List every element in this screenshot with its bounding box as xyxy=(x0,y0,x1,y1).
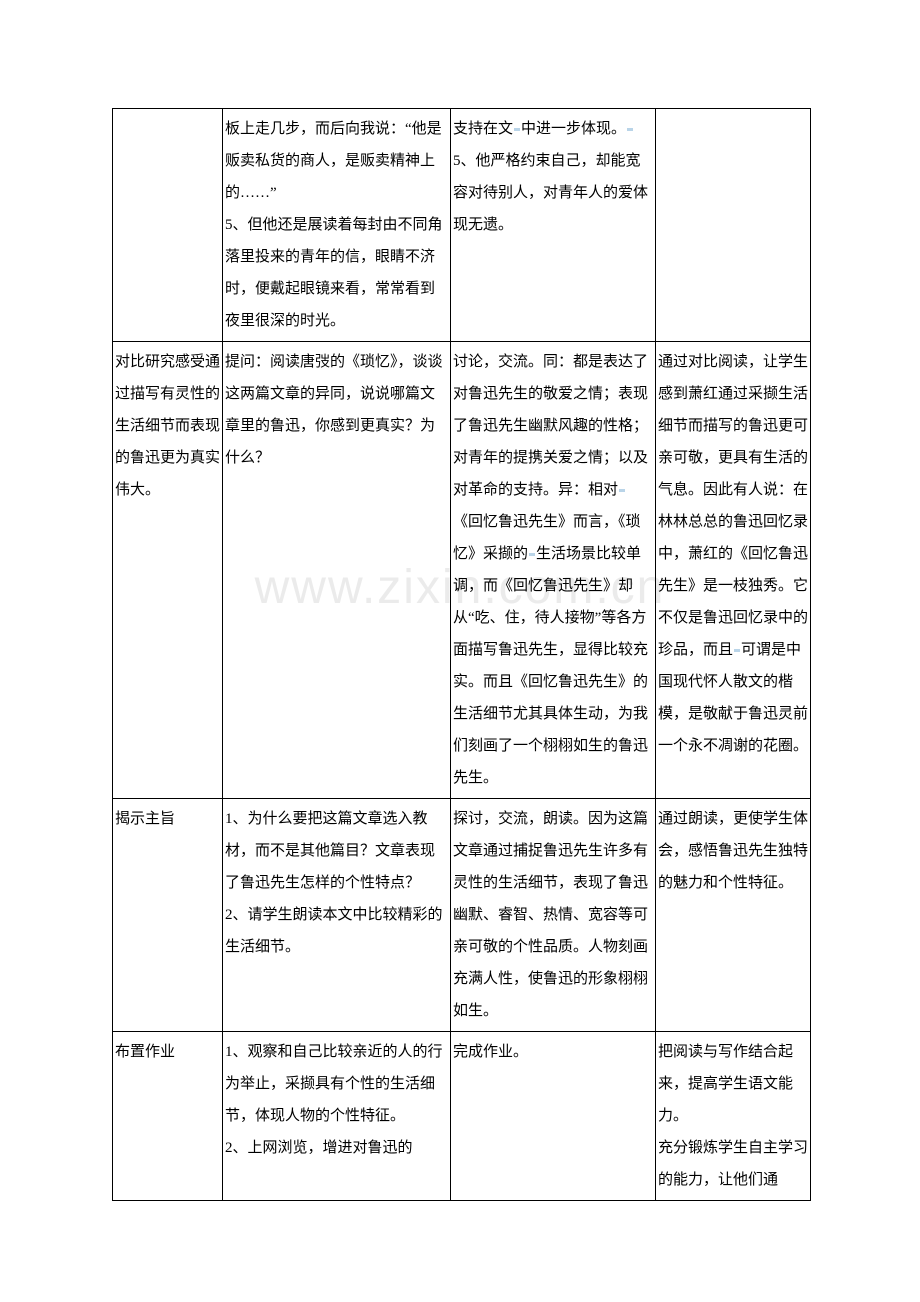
table-row: 板上走几步，而后向我说：“他是贩卖私货的商人，是贩卖精神上的……”5、但他还是展… xyxy=(113,109,811,342)
marker-dot xyxy=(734,649,740,652)
table-row: 布置作业 1、观察和自己比较亲近的人的行为举止，采撷具有个性的生活细节，体现人物… xyxy=(113,1032,811,1201)
lesson-plan-table: 板上走几步，而后向我说：“他是贩卖私货的商人，是贩卖精神上的……”5、但他还是展… xyxy=(112,108,811,1201)
cell-intent: 把阅读与写作结合起来，提高学生语文能力。充分锻炼学生自主学习的能力，让他们通 xyxy=(656,1032,811,1201)
cell-stage: 对比研究感受通过描写有灵性的生活细节而表现的鲁迅更为真实伟大。 xyxy=(113,342,223,799)
cell-teacher: 1、观察和自己比较亲近的人的行为举止，采撷具有个性的生活细节，体现人物的个性特征… xyxy=(223,1032,451,1201)
cell-student: 探讨，交流，朗读。因为这篇文章通过捕捉鲁迅先生许多有灵性的生活细节，表现了鲁迅幽… xyxy=(451,799,656,1032)
cell-intent: 通过朗读，更使学生体会，感悟鲁迅先生独特的魅力和个性特征。 xyxy=(656,799,811,1032)
cell-student: 讨论，交流。同：都是表达了对鲁迅先生的敬爱之情；表现了鲁迅先生幽默风趣的性格；对… xyxy=(451,342,656,799)
cell-student: 支持在文中进一步体现。5、他严格约束自己，却能宽容对待别人，对青年人的爱体现无遗… xyxy=(451,109,656,342)
cell-intent: 通过对比阅读，让学生感到萧红通过采撷生活细节而描写的鲁迅更可亲可敬，更具有生活的… xyxy=(656,342,811,799)
marker-dot xyxy=(514,128,520,131)
cell-student: 完成作业。 xyxy=(451,1032,656,1201)
cell-intent xyxy=(656,109,811,342)
cell-teacher: 板上走几步，而后向我说：“他是贩卖私货的商人，是贩卖精神上的……”5、但他还是展… xyxy=(223,109,451,342)
cell-stage xyxy=(113,109,223,342)
cell-stage: 布置作业 xyxy=(113,1032,223,1201)
marker-dot xyxy=(627,128,633,131)
marker-dot xyxy=(619,489,625,492)
cell-teacher: 1、为什么要把这篇文章选入教材，而不是其他篇目？文章表现了鲁迅先生怎样的个性特点… xyxy=(223,799,451,1032)
table-row: 揭示主旨 1、为什么要把这篇文章选入教材，而不是其他篇目？文章表现了鲁迅先生怎样… xyxy=(113,799,811,1032)
cell-stage: 揭示主旨 xyxy=(113,799,223,1032)
table-row: 对比研究感受通过描写有灵性的生活细节而表现的鲁迅更为真实伟大。 提问：阅读唐弢的… xyxy=(113,342,811,799)
marker-dot xyxy=(529,553,535,556)
cell-teacher: 提问：阅读唐弢的《琐忆》，谈谈这两篇文章的异同，说说哪篇文章里的鲁迅，你感到更真… xyxy=(223,342,451,799)
